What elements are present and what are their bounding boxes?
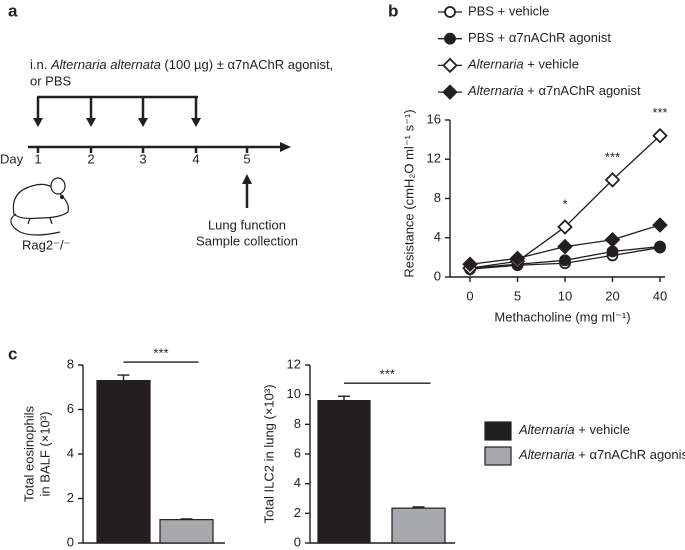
timeline — [28, 142, 291, 208]
y-axis-label: Total eosinophils — [21, 405, 36, 502]
legend-swatch — [484, 421, 512, 441]
legend-marker — [444, 32, 456, 45]
legend-swatch — [484, 446, 512, 466]
legend-label: Alternaria + α7nAChR agonist — [518, 447, 685, 462]
y-tick-label: 4 — [67, 445, 74, 460]
point — [604, 172, 621, 188]
day: 5 — [243, 151, 250, 166]
protocol-text: i.n. Alternaria alternata (100 µg) ± α7n… — [30, 57, 333, 72]
protocol-prefix: i.n. — [30, 57, 51, 72]
legend-marker — [442, 84, 458, 100]
y-tick-label: 4 — [294, 475, 301, 490]
error-bar — [412, 506, 425, 509]
y-tick-label: 10 — [287, 386, 301, 401]
y-axis-label: Resistance (cmH₂O ml⁻¹ s⁻¹) — [401, 109, 416, 277]
protocol-text: or PBS — [30, 73, 72, 88]
y-tick-label: 2 — [294, 505, 301, 520]
point — [604, 231, 621, 248]
bar — [317, 400, 371, 544]
x-tick-label: 0 — [466, 288, 473, 303]
y-axis-label: Total ILC2 in lung (×10³) — [261, 384, 276, 523]
legend-label: Alternaria + vehicle — [467, 57, 579, 72]
y-tick-label: 8 — [67, 356, 74, 371]
y-tick-label: 4 — [434, 229, 441, 244]
mouse-icon — [10, 177, 69, 236]
point — [606, 245, 619, 258]
day: 3 — [139, 151, 146, 166]
point — [509, 250, 526, 267]
significance: *** — [605, 149, 620, 164]
point — [559, 254, 571, 267]
y-tick-label: 8 — [434, 190, 441, 205]
day: 2 — [87, 151, 94, 166]
point — [462, 256, 478, 273]
y-tick-label: 2 — [67, 490, 74, 505]
y-tick-label: 0 — [434, 268, 441, 283]
panel-label: c — [8, 344, 17, 363]
legend-label: PBS + α7nAChR agonist — [468, 30, 611, 45]
bar — [96, 379, 151, 544]
point — [557, 219, 573, 235]
y-tick-label: 6 — [294, 445, 301, 460]
x-tick-label: 10 — [558, 288, 572, 303]
readout: Lung function — [208, 217, 286, 232]
error-bar — [338, 395, 350, 401]
strain-label: Rag2⁻/⁻ — [22, 237, 70, 252]
protocol-species: Alternaria alternata — [50, 57, 161, 72]
significance: * — [562, 196, 567, 211]
point — [652, 127, 668, 144]
day: 1 — [34, 151, 41, 166]
panel-label: b — [388, 1, 398, 20]
y-tick-label: 16 — [427, 111, 441, 126]
x-tick-label: 20 — [605, 288, 619, 303]
x-tick-label: 40 — [653, 288, 667, 303]
error-bar — [117, 374, 130, 381]
point — [654, 240, 666, 253]
readout: Sample collection — [196, 233, 298, 248]
y-tick-label: 0 — [67, 534, 74, 549]
significance: *** — [153, 345, 168, 360]
y-tick-label: 0 — [294, 534, 301, 549]
panel-label: a — [8, 1, 18, 20]
legend-label: PBS + vehicle — [468, 3, 549, 18]
legend-marker — [442, 57, 458, 74]
legend-label: Alternaria + vehicle — [518, 422, 630, 437]
day-label: Day — [0, 151, 24, 166]
legend-label: Alternaria + α7nAChR agonist — [467, 84, 641, 99]
bar — [159, 519, 214, 544]
significance: *** — [652, 105, 667, 120]
dosing-bracket — [33, 95, 201, 127]
x-tick-label: 5 — [514, 288, 521, 303]
point — [557, 238, 573, 255]
y-tick-label: 12 — [427, 151, 441, 166]
point — [652, 217, 668, 233]
x-axis-label: Methacholine (mg ml⁻¹) — [494, 309, 630, 324]
significance: *** — [380, 367, 395, 382]
y-tick-label: 12 — [287, 356, 301, 371]
legend-marker — [444, 6, 456, 18]
y-axis-label: in BALF (×10³) — [37, 412, 52, 497]
y-tick-label: 6 — [67, 401, 74, 416]
error-bar — [180, 518, 193, 520]
y-tick-label: 8 — [294, 416, 301, 431]
bar — [391, 507, 446, 544]
day: 4 — [192, 151, 199, 166]
protocol-suffix: (100 µg) ± α7nAChR agonist, — [161, 57, 333, 72]
